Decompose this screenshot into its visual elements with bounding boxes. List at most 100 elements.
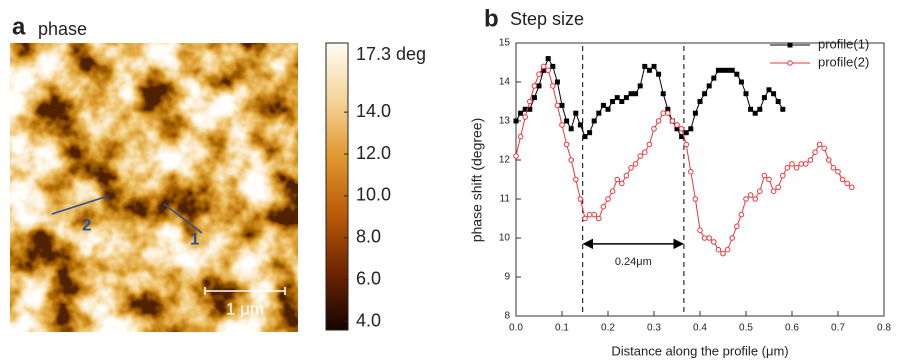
point bbox=[669, 118, 676, 124]
point bbox=[711, 239, 717, 245]
point bbox=[655, 118, 662, 124]
x-tick-label: 0.2 bbox=[601, 323, 615, 334]
point bbox=[720, 250, 726, 257]
point bbox=[591, 211, 598, 218]
legend-label: profile(1) bbox=[818, 36, 869, 51]
point bbox=[688, 168, 694, 175]
point bbox=[780, 106, 786, 112]
legend-marker bbox=[787, 60, 793, 66]
point bbox=[678, 126, 685, 132]
phase-image bbox=[9, 42, 299, 333]
x-tick-label: 0.8 bbox=[877, 323, 891, 334]
x-tick-label: 0.3 bbox=[647, 323, 661, 334]
point bbox=[527, 98, 533, 105]
point bbox=[715, 246, 722, 253]
point bbox=[596, 215, 602, 222]
y-tick-label: 15 bbox=[499, 38, 511, 49]
point bbox=[559, 122, 565, 128]
y-tick-label: 14 bbox=[499, 77, 511, 88]
point bbox=[545, 67, 552, 74]
panel-label: a bbox=[12, 13, 26, 40]
point bbox=[527, 106, 533, 112]
point bbox=[633, 91, 639, 97]
y-tick-label: 10 bbox=[499, 233, 511, 244]
y-axis-label: phase shift (degree) bbox=[469, 118, 485, 243]
profile-line bbox=[51, 195, 109, 215]
x-tick-label: 0.1 bbox=[555, 323, 569, 334]
point bbox=[550, 63, 556, 69]
point bbox=[706, 83, 712, 89]
colorbar-label: 17.3 deg bbox=[356, 44, 426, 64]
point bbox=[642, 149, 648, 155]
colorbar-label: 8.0 bbox=[356, 227, 381, 247]
point bbox=[748, 106, 754, 112]
point bbox=[770, 188, 777, 194]
point bbox=[738, 79, 744, 85]
point bbox=[715, 67, 721, 73]
point bbox=[605, 106, 611, 112]
point bbox=[738, 211, 745, 218]
point bbox=[665, 106, 671, 112]
y-tick-label: 8 bbox=[504, 311, 510, 322]
scale-bar-label: 1 μm bbox=[226, 299, 264, 318]
point bbox=[757, 188, 763, 194]
point bbox=[821, 145, 828, 152]
point bbox=[619, 99, 625, 104]
point bbox=[665, 110, 671, 116]
point bbox=[536, 83, 542, 89]
point bbox=[729, 235, 736, 241]
point bbox=[563, 141, 570, 148]
point bbox=[724, 246, 731, 253]
point bbox=[518, 110, 524, 116]
point bbox=[688, 126, 694, 132]
profile-line bbox=[163, 203, 203, 234]
point bbox=[623, 95, 629, 101]
point bbox=[540, 63, 547, 70]
point bbox=[642, 63, 648, 69]
point bbox=[610, 99, 616, 104]
point bbox=[646, 67, 652, 73]
point bbox=[545, 56, 551, 62]
point bbox=[536, 71, 542, 77]
point bbox=[651, 126, 657, 132]
point bbox=[582, 134, 588, 140]
point bbox=[706, 235, 713, 241]
colorbar-label: 14.0 bbox=[356, 101, 391, 121]
y-tick-label: 13 bbox=[499, 116, 511, 127]
scale-bar bbox=[204, 287, 286, 295]
point bbox=[568, 157, 575, 163]
point bbox=[628, 165, 634, 171]
point bbox=[830, 165, 837, 171]
point bbox=[573, 176, 579, 183]
point bbox=[816, 141, 823, 148]
point bbox=[674, 122, 680, 128]
point bbox=[628, 91, 634, 97]
point bbox=[734, 71, 740, 77]
point bbox=[775, 184, 782, 191]
point bbox=[766, 176, 772, 183]
legend-marker bbox=[787, 42, 793, 48]
point bbox=[683, 141, 690, 148]
point bbox=[798, 161, 805, 167]
point bbox=[835, 168, 841, 175]
colorbar bbox=[325, 42, 349, 331]
legend-label: profile(2) bbox=[818, 54, 869, 69]
panel-title: phase bbox=[38, 19, 87, 39]
x-tick-label: 0.4 bbox=[693, 323, 707, 334]
colorbar-label: 12.0 bbox=[356, 143, 391, 163]
point bbox=[697, 99, 703, 104]
point bbox=[757, 106, 763, 112]
point bbox=[573, 110, 579, 116]
point bbox=[761, 172, 768, 179]
point bbox=[554, 102, 561, 109]
point bbox=[701, 235, 708, 241]
point bbox=[531, 95, 537, 101]
point bbox=[743, 91, 749, 97]
point bbox=[586, 211, 593, 218]
point bbox=[637, 83, 643, 89]
point bbox=[697, 227, 703, 233]
point bbox=[531, 83, 538, 89]
point bbox=[734, 223, 740, 230]
x-tick-label: 0.6 bbox=[785, 323, 799, 334]
